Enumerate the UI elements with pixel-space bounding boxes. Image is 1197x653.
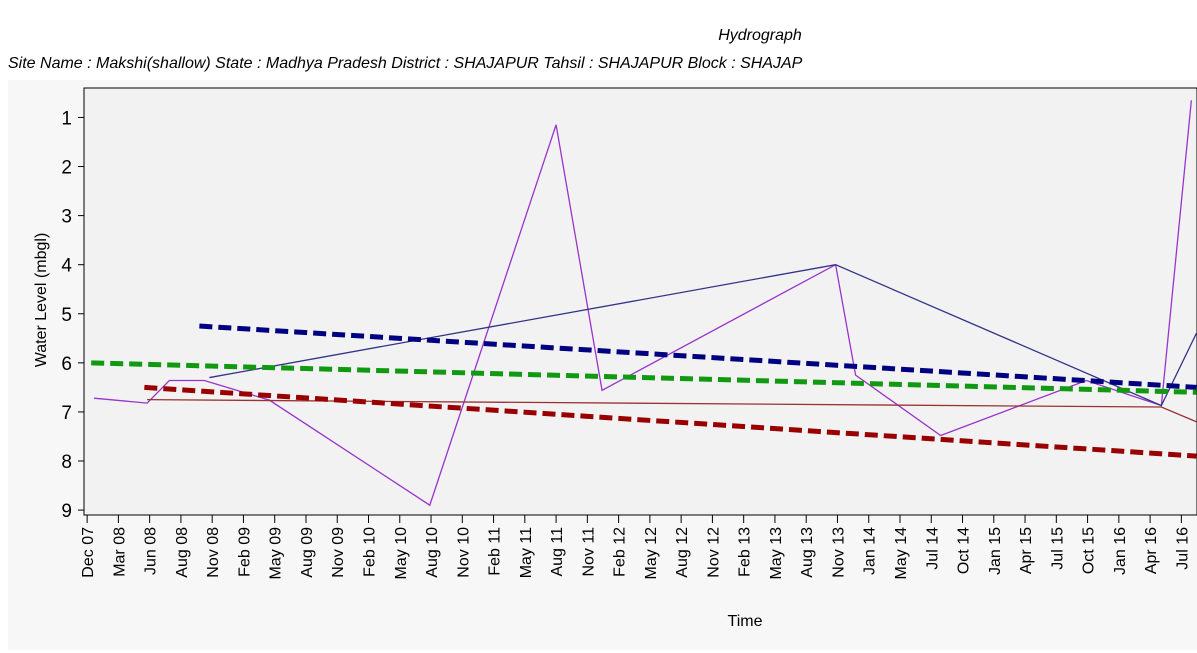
x-tick-label: Apr 15 [1018,527,1035,574]
x-tick-label: Feb 13 [737,527,754,577]
x-tick-label: May 14 [893,527,910,580]
x-tick-label: Oct 15 [1081,527,1098,574]
trend-line [199,323,1197,390]
x-tick-label: Jun 08 [143,527,160,575]
chart-title: Hydrograph [718,27,802,44]
y-tick-label: 6 [61,354,72,375]
x-tick-label: May 10 [393,527,410,580]
y-tick-label: 2 [61,158,72,179]
y-tick-label: 4 [61,256,72,277]
x-tick-label: Oct 14 [956,527,973,574]
y-tick-label: 1 [61,108,72,129]
x-tick-label: Aug 10 [424,527,441,578]
y-tick-label: 7 [61,403,72,424]
x-tick-label: Feb 11 [487,527,504,576]
x-tick-label: Feb 12 [612,527,629,577]
x-tick-label: Dec 07 [80,527,97,578]
x-axis-label: Time [728,613,763,630]
x-tick-label: May 11 [518,527,535,578]
x-tick-label: Jan 16 [1112,527,1129,575]
y-tick-label: 9 [61,501,72,522]
x-tick-label: Jul 14 [924,527,941,570]
x-tick-label: Feb 10 [362,527,379,577]
x-tick-label: May 12 [643,527,660,580]
x-tick-label: Mar 08 [111,527,128,577]
x-tick-label: Jul 15 [1049,527,1066,570]
x-tick-label: Jan 15 [987,527,1004,575]
x-tick-label: Nov 11 [580,527,597,577]
plot-lines [91,100,1197,507]
x-tick-label: Nov 12 [705,527,722,578]
series-line [147,399,1197,423]
x-tick-label: Aug 08 [174,527,191,578]
trend-line [144,384,1197,459]
x-tick-label: Jan 14 [862,527,879,575]
x-tick-label: May 13 [768,527,785,580]
plot-area [83,87,1197,516]
x-tick-label: Nov 10 [455,527,472,578]
y-tick-label: 5 [61,305,72,326]
x-tick-label: Nov 08 [205,527,222,578]
x-tick-label: Nov 13 [830,527,847,578]
y-axis-label: Water Level (mbgl) [33,233,50,368]
y-tick-label: 8 [61,452,72,473]
series-line [209,264,1197,407]
y-tick-label: 3 [61,207,72,228]
x-tick-label: Jul 16 [1174,527,1191,570]
x-tick-label: Apr 16 [1143,527,1160,574]
x-tick-label: Aug 09 [299,527,316,578]
x-tick-label: Aug 13 [799,527,816,578]
x-tick-label: Nov 09 [330,527,347,578]
x-tick-label: Feb 09 [236,527,253,577]
x-tick-label: Aug 11 [549,527,566,577]
chart-subtitle: Site Name : Makshi(shallow) State : Madh… [8,55,803,72]
trend-line [91,360,1197,395]
x-tick-label: Aug 12 [674,527,691,578]
x-tick-label: May 09 [268,527,285,580]
